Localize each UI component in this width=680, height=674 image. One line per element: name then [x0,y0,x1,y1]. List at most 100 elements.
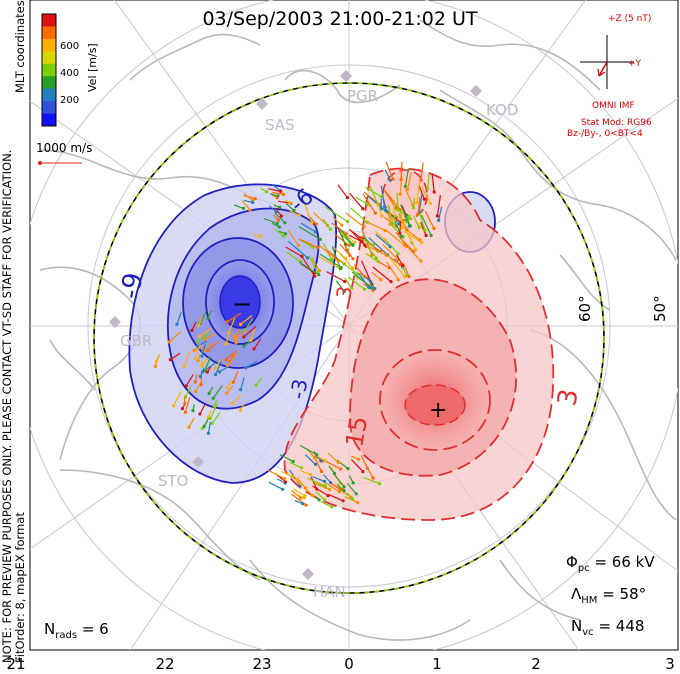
velocity-vector-origin [336,461,340,465]
velocity-vector-origin [330,258,334,262]
velocity-vector-origin [330,505,334,509]
velocity-vector [388,255,406,278]
velocity-vector-origin [350,266,355,270]
velocity-vector-origin [351,257,355,261]
velocity-vector-origin [369,286,374,290]
station-label-sto: STO [158,472,189,490]
velocity-vector [244,318,254,332]
velocity-vector [368,237,388,256]
velocity-vector [271,184,281,192]
velocity-vector-origin [303,494,307,498]
velocity-vector-origin [365,220,369,224]
velocity-vector-origin [225,363,229,368]
coastlines [39,19,677,641]
velocity-vector [287,229,299,246]
velocity-vector-origin [388,222,392,226]
velocity-vector [339,231,348,251]
velocity-colorbar [41,13,57,127]
velocity-vector-origin [359,239,364,243]
velocity-vector-origin [283,232,288,236]
velocity-vector [366,245,377,259]
velocity-vector [427,174,430,189]
velocity-vector-origin [379,195,383,199]
station-label-sas: SAS [265,116,295,134]
velocity-vector-origin [396,252,400,256]
velocity-vector [420,221,427,236]
velocity-vector [245,360,258,369]
velocity-vector-origin [282,477,287,481]
velocity-vector-origin [299,466,303,470]
velocity-vector-origin [167,340,171,344]
velocity-vector [170,352,181,361]
velocity-vector-origin [281,234,286,238]
velocity-vector-origin [355,272,360,276]
velocity-vector [188,418,195,428]
velocity-vector-origin [357,457,361,461]
velocity-vector-origin [371,243,375,247]
velocity-vector [387,204,394,225]
velocity-vector [240,315,253,325]
velocity-vector-origin [403,184,407,188]
velocity-vector-origin [323,484,327,488]
lambda-hm-value: = 58° [602,585,647,603]
velocity-vector-origin [379,278,383,282]
velocity-vector-origin [275,221,279,226]
velocity-vector-origin [234,341,238,345]
station-label-kod: KOD [486,101,518,119]
velocity-vector-origin [363,275,367,279]
velocity-vector-origin [341,499,345,503]
lambda-hm-symbol: Λ [571,585,582,603]
velocity-vector [386,261,399,281]
velocity-vector-origin [211,396,215,400]
velocity-vector-origin [342,489,346,493]
velocity-vector [399,237,414,252]
velocity-vector [339,243,351,256]
velocity-vector [375,234,391,248]
velocity-vector-origin [253,197,257,201]
velocity-vector [349,192,364,210]
velocity-vector-origin [387,266,391,270]
velocity-vector-origin [347,243,351,247]
velocity-vector [366,276,376,289]
velocity-vector [197,332,210,343]
velocity-vector-origin [308,473,313,477]
velocity-vector-origin [391,222,395,226]
colorbar-tick-400: 400 [60,68,79,79]
velocity-vector-origin [224,342,228,346]
positive-potential-cell [283,167,555,521]
velocity-vector [207,421,211,434]
velocity-vector-origin [182,364,186,368]
velocity-vector [365,186,382,198]
velocity-vector [346,483,357,495]
velocity-vector [226,312,242,323]
velocity-vector-origin [389,280,393,284]
velocity-vector-origin [259,235,263,239]
velocity-vector [375,231,385,241]
velocity-vector-origin [210,421,214,425]
velocity-vector-origin [281,487,285,491]
velocity-vector-origin [353,240,357,244]
velocity-vector-origin [424,233,428,238]
velocity-vector-origin [193,357,197,361]
velocity-vector-origin [241,206,245,210]
contour-label-15: 15 [340,414,373,449]
velocity-vector-origin [239,388,243,392]
velocity-vector [312,476,325,482]
colorbar-tick-600: 600 [60,41,79,52]
nvc-value: = 448 [598,617,645,635]
velocity-vector [420,162,424,181]
velocity-vector [325,206,348,223]
velocity-vector [279,454,294,463]
imf-plus-y-label: +Y [628,59,642,69]
velocity-vector-origin [396,278,400,282]
velocity-vector-origin [383,228,387,233]
velocity-vector [201,343,206,357]
velocity-vector-origin [291,459,295,464]
velocity-vector [253,338,262,350]
velocity-vector [300,470,311,476]
velocity-vector-origin [231,380,235,384]
velocity-vector [372,266,392,283]
velocity-vector-origin [233,337,237,341]
phi-pc-sub: pc [577,563,590,574]
velocity-vector [184,386,192,397]
